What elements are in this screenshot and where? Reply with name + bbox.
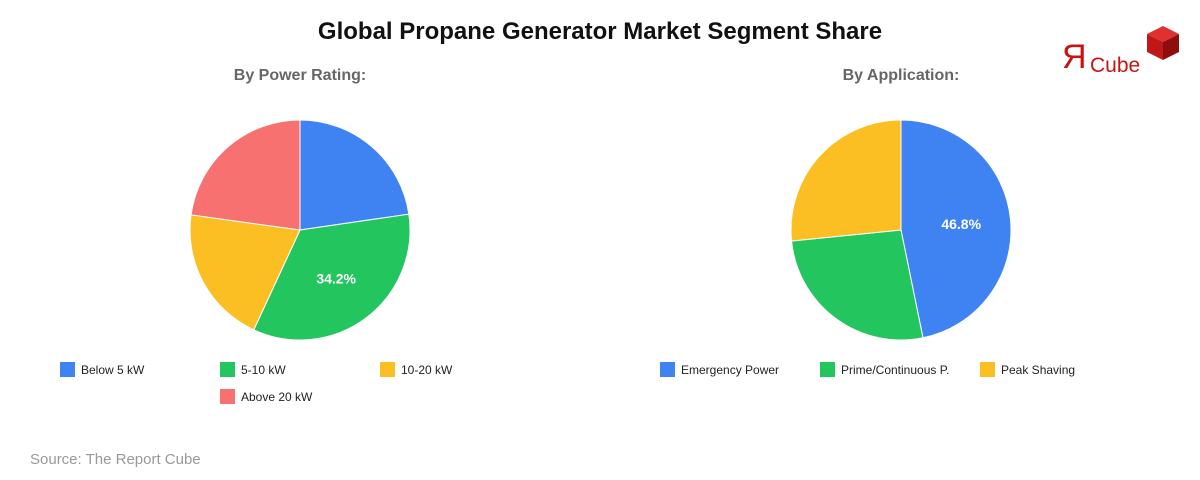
legend-swatch bbox=[60, 362, 75, 377]
pie-slice-above-20-kw bbox=[190, 119, 301, 231]
legend-item-above-20-kw[interactable]: Above 20 kW bbox=[220, 389, 312, 404]
power-rating-pie-chart: 34.2% bbox=[189, 119, 411, 341]
pie-slice-below-5-kw bbox=[299, 119, 410, 231]
source-note: Source: The Report Cube bbox=[30, 451, 201, 468]
legend-swatch bbox=[980, 362, 995, 377]
legend-item-10-20-kw[interactable]: 10-20 kW bbox=[380, 362, 452, 377]
legend-item-prime-continuous-p-[interactable]: Prime/Continuous P. bbox=[820, 362, 950, 377]
logo-text: Cube bbox=[1090, 54, 1141, 77]
legend-label: Above 20 kW bbox=[241, 389, 313, 404]
power-rating-subtitle: By Power Rating: bbox=[233, 67, 367, 84]
legend-swatch bbox=[220, 362, 235, 377]
legend-item-emergency-power[interactable]: Emergency Power bbox=[660, 362, 779, 377]
legend-swatch bbox=[820, 362, 835, 377]
legend-label: Peak Shaving bbox=[1001, 362, 1076, 377]
legend-label: Below 5 kW bbox=[81, 362, 145, 377]
legend-label: 10-20 kW bbox=[401, 362, 453, 377]
legend-item-peak-shaving[interactable]: Peak Shaving bbox=[980, 362, 1075, 377]
application-pie-chart: 46.8% bbox=[790, 119, 1012, 341]
legend-swatch bbox=[220, 389, 235, 404]
legend-item-below-5-kw[interactable]: Below 5 kW bbox=[60, 362, 144, 377]
report-cube-logo: Я Cube bbox=[1060, 24, 1185, 84]
slice-percent-label: 46.8% bbox=[941, 216, 981, 232]
logo-symbol: Я bbox=[1062, 38, 1087, 76]
cube-icon bbox=[1147, 26, 1179, 60]
legend-swatch bbox=[380, 362, 395, 377]
chart-title: Global Propane Generator Market Segment … bbox=[317, 18, 883, 45]
legend-label: Emergency Power bbox=[681, 362, 780, 377]
legend-label: Prime/Continuous P. bbox=[841, 362, 950, 377]
pie-slice-10-20-kw bbox=[189, 214, 301, 331]
legend-label: 5-10 kW bbox=[241, 362, 286, 377]
slice-percent-label: 34.2% bbox=[316, 270, 356, 286]
legend-item-5-10-kw[interactable]: 5-10 kW bbox=[220, 362, 286, 377]
pie-slice-emergency-power bbox=[900, 119, 1012, 339]
pie-slice-prime-continuous-p- bbox=[791, 229, 924, 341]
pie-slice-peak-shaving bbox=[790, 119, 902, 242]
legend-swatch bbox=[660, 362, 675, 377]
application-subtitle: By Application: bbox=[842, 67, 960, 84]
